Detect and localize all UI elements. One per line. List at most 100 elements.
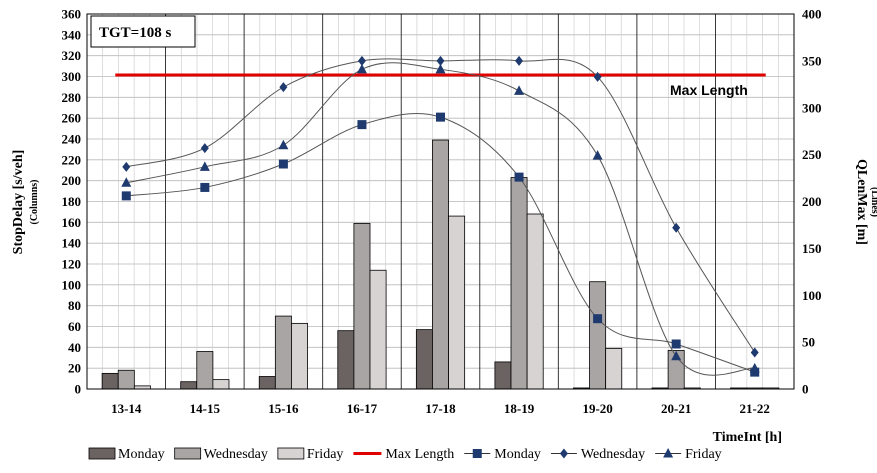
bar-friday-16-17 — [369, 269, 387, 390]
point-friday-14-15 — [199, 161, 210, 171]
legend-label: Monday — [494, 447, 541, 462]
annotation-text: TGT=108 s — [99, 25, 171, 41]
y-tick-label: 360 — [62, 7, 82, 22]
legend-marker-wednesday — [559, 448, 568, 459]
point-wednesday-13-14 — [122, 161, 131, 172]
point-friday-13-14 — [121, 177, 132, 187]
point-monday-16-17 — [357, 120, 367, 130]
y-axis-subtitle: (Columns) — [29, 179, 40, 224]
legend-label: Monday — [118, 447, 165, 462]
bar-monday-13-14 — [101, 372, 119, 390]
point-friday-16-17 — [356, 63, 367, 74]
point-monday-20-21 — [671, 339, 681, 349]
y-tick-label: 120 — [62, 257, 82, 272]
point-monday-14-15 — [200, 182, 210, 192]
y2-tick-label: 350 — [802, 53, 822, 68]
legend-label: Wednesday — [204, 447, 268, 462]
y-tick-label: 180 — [62, 194, 82, 209]
reference-line-label: Max Length — [670, 82, 748, 98]
bar-wednesday-15-16 — [274, 315, 292, 390]
x-tick-label: 16-17 — [347, 401, 378, 416]
bar-wednesday-18-19 — [510, 177, 528, 390]
legend-marker-monday — [472, 449, 482, 458]
bar-monday-16-17 — [337, 330, 355, 390]
x-tick-label: 20-21 — [661, 401, 691, 416]
x-tick-label: 18-19 — [504, 401, 535, 416]
bar-monday-15-16 — [258, 376, 276, 390]
x-tick-label: 13-14 — [111, 401, 142, 416]
line-friday — [126, 62, 755, 376]
line-series-layer — [121, 55, 760, 377]
bar-wednesday-14-15 — [196, 351, 214, 390]
bar-friday-18-19 — [526, 213, 544, 390]
y2-tick-label: 200 — [802, 194, 822, 209]
y-tick-label: 300 — [62, 69, 82, 84]
y2-tick-label: 400 — [802, 7, 822, 22]
y2-tick-label: 300 — [802, 100, 822, 115]
x-tick-label: 17-18 — [425, 401, 456, 416]
y2-tick-label: 150 — [802, 241, 822, 256]
point-monday-19-20 — [593, 314, 603, 324]
x-tick-label: 19-20 — [582, 401, 612, 416]
y-tick-label: 220 — [62, 152, 82, 167]
bar-layer — [101, 139, 780, 390]
point-friday-21-22 — [749, 362, 760, 373]
y-tick-label: 160 — [62, 215, 82, 230]
point-monday-18-19 — [514, 172, 524, 182]
bar-friday-15-16 — [291, 322, 308, 390]
bar-wednesday-16-17 — [353, 222, 371, 390]
point-friday-19-20 — [592, 150, 603, 160]
bar-friday-14-15 — [212, 379, 230, 390]
y-tick-label: 320 — [62, 48, 82, 63]
point-wednesday-14-15 — [200, 143, 209, 154]
point-monday-13-14 — [121, 191, 131, 201]
plot-border — [86, 13, 795, 390]
y-tick-label: 260 — [62, 111, 82, 126]
point-wednesday-20-21 — [672, 222, 681, 233]
point-wednesday-17-18 — [436, 55, 445, 66]
y-tick-label: 60 — [68, 319, 81, 334]
y-tick-label: 280 — [62, 90, 82, 105]
bar-wednesday-13-14 — [117, 369, 135, 390]
bar-friday-17-18 — [448, 215, 466, 390]
point-monday-17-18 — [436, 112, 445, 122]
y-axis-title: StopDelay [s/veh] — [11, 150, 26, 255]
legend-swatch-bar-friday — [277, 447, 305, 460]
bar-monday-14-15 — [180, 381, 198, 390]
point-wednesday-19-20 — [593, 71, 602, 82]
y2-axis-title: QLenMax [m] — [854, 159, 869, 245]
y-tick-label: 80 — [68, 298, 81, 313]
line-wednesday — [126, 58, 756, 353]
legend-label: Friday — [685, 447, 722, 462]
y2-tick-label: 250 — [802, 147, 822, 162]
point-friday-20-21 — [671, 350, 682, 361]
annotation-box — [90, 15, 196, 48]
legend-label: Max Length — [385, 447, 454, 462]
point-wednesday-15-16 — [279, 82, 288, 93]
bar-monday-18-19 — [494, 361, 512, 390]
y2-tick-label: 100 — [802, 288, 822, 303]
point-wednesday-16-17 — [357, 55, 366, 66]
legend-label: Friday — [307, 447, 344, 462]
legend-swatch-bar-monday — [88, 447, 116, 460]
legend: Monday Wednesday Friday Max Length Monday Wed… — [88, 447, 722, 462]
line-monday — [126, 112, 755, 373]
point-friday-17-18 — [435, 63, 446, 74]
y2-tick-label: 0 — [802, 382, 809, 397]
axis-layer: 0 20 40 60 80 100 120 140 160 180 200 220 240 260 280 3… — [62, 7, 822, 417]
y2-axis-subtitle: (Lines) — [869, 187, 877, 217]
bar-monday-17-18 — [415, 329, 433, 390]
bar-friday-19-20 — [605, 347, 623, 390]
x-tick-label: 21-22 — [740, 401, 770, 416]
point-friday-18-19 — [514, 85, 525, 95]
legend-label: Wednesday — [581, 447, 645, 462]
legend-swatch-bar-wednesday — [174, 447, 202, 460]
point-friday-15-16 — [278, 139, 289, 150]
y-tick-label: 20 — [68, 361, 81, 376]
bar-wednesday-19-20 — [589, 281, 607, 390]
x-axis-title: TimeInt [h] — [713, 430, 782, 445]
point-monday-15-16 — [278, 159, 288, 169]
y-tick-label: 340 — [62, 27, 82, 42]
